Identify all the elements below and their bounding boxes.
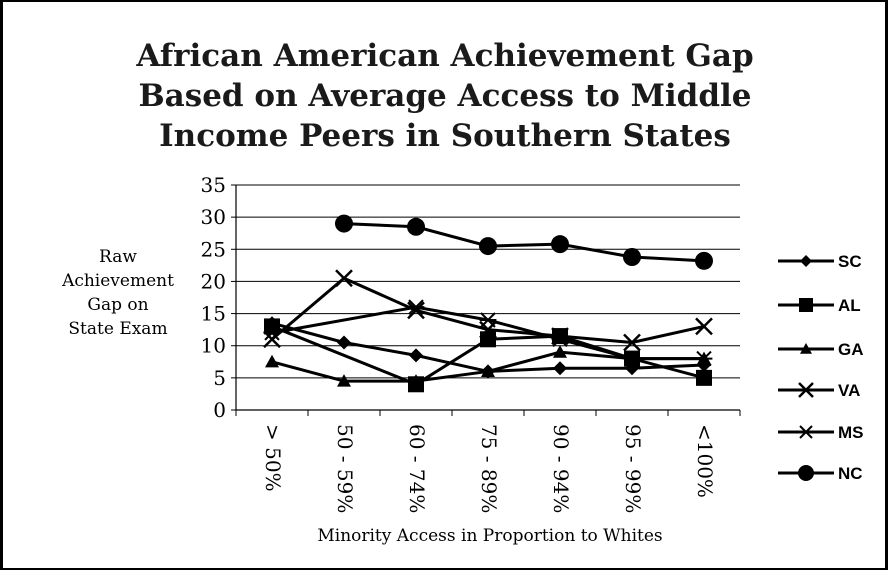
- x-tick-label: 50 - 59%: [333, 424, 357, 513]
- data-point: [263, 325, 281, 341]
- legend-marker: [799, 298, 813, 312]
- x-tick-label: <100%: [693, 424, 717, 498]
- y-axis-label: Achievement: [61, 271, 174, 291]
- legend-label: SC: [838, 252, 862, 271]
- x-tick-label: 60 - 74%: [405, 424, 429, 513]
- x-tick-label: 75 - 89%: [477, 424, 501, 513]
- legend-marker: [800, 255, 812, 267]
- legend: SC AL GA VA MS NC: [778, 252, 864, 483]
- legend-label: MS: [838, 423, 864, 442]
- legend-label: AL: [838, 296, 861, 315]
- legend-item: MS: [778, 423, 864, 442]
- y-tick-label: 0: [213, 398, 226, 422]
- chart-title-line: African American Achievement Gap: [135, 38, 753, 74]
- y-tick-label: 35: [201, 173, 226, 197]
- data-point: [623, 350, 641, 367]
- y-axis-label: State Exam: [68, 319, 167, 339]
- legend-item: AL: [778, 296, 861, 315]
- legend-item: VA: [778, 381, 860, 400]
- legend-label: GA: [838, 340, 864, 359]
- legend-item: NC: [778, 464, 863, 483]
- x-tick-label: 95 - 99%: [621, 424, 645, 513]
- legend-item: GA: [778, 340, 864, 359]
- series-line: [343, 222, 705, 263]
- data-point: [407, 301, 425, 320]
- data-point: [553, 361, 567, 376]
- x-axis-label: Minority Access in Proportion to Whites: [317, 526, 662, 546]
- legend-marker: [798, 465, 814, 481]
- data-point: [695, 350, 713, 367]
- legend-label: NC: [838, 464, 863, 483]
- data-point: [407, 217, 425, 236]
- legend-marker: [800, 343, 812, 354]
- data-point: [696, 369, 712, 386]
- chart-title-line: Income Peers in Southern States: [159, 118, 731, 154]
- y-tick-label: 15: [201, 302, 226, 326]
- legend-label: VA: [838, 381, 860, 400]
- series-line: [271, 325, 705, 386]
- legend-marker: [798, 425, 814, 439]
- y-tick-label: 30: [201, 205, 226, 229]
- data-point: [481, 364, 495, 378]
- y-tick-label: 20: [201, 269, 226, 293]
- series-line: [271, 305, 704, 361]
- data-point: [623, 333, 641, 352]
- y-tick-label: 25: [201, 237, 226, 261]
- legend-item: SC: [778, 252, 862, 271]
- data-point: [409, 374, 423, 387]
- chart-title-line: Based on Average Access to Middle: [138, 78, 751, 114]
- data-point: [337, 374, 351, 387]
- data-point: [264, 318, 280, 335]
- data-point: [551, 331, 569, 347]
- data-point: [335, 269, 353, 288]
- data-point: [409, 348, 423, 363]
- data-point: [551, 235, 569, 254]
- data-point: [695, 317, 713, 336]
- y-tick-label: 5: [213, 366, 226, 390]
- data-point: [553, 345, 567, 358]
- y-axis-label: Raw: [99, 247, 137, 267]
- legend-marker: [798, 382, 814, 398]
- data-point: [265, 354, 279, 368]
- data-point: [263, 330, 281, 349]
- y-tick-label: 10: [201, 334, 226, 358]
- x-tick-label: > 50%: [261, 424, 285, 492]
- data-point: [407, 299, 425, 315]
- data-point: [479, 312, 497, 328]
- data-point: [337, 335, 351, 350]
- x-tick-label: 90 - 94%: [549, 424, 573, 513]
- data-point: [695, 251, 713, 270]
- series-ms: [263, 299, 713, 367]
- series-nc: [335, 214, 713, 270]
- data-point: [623, 248, 641, 266]
- data-point: [479, 237, 497, 256]
- data-point: [335, 214, 353, 233]
- y-axis-label: Gap on: [87, 295, 148, 315]
